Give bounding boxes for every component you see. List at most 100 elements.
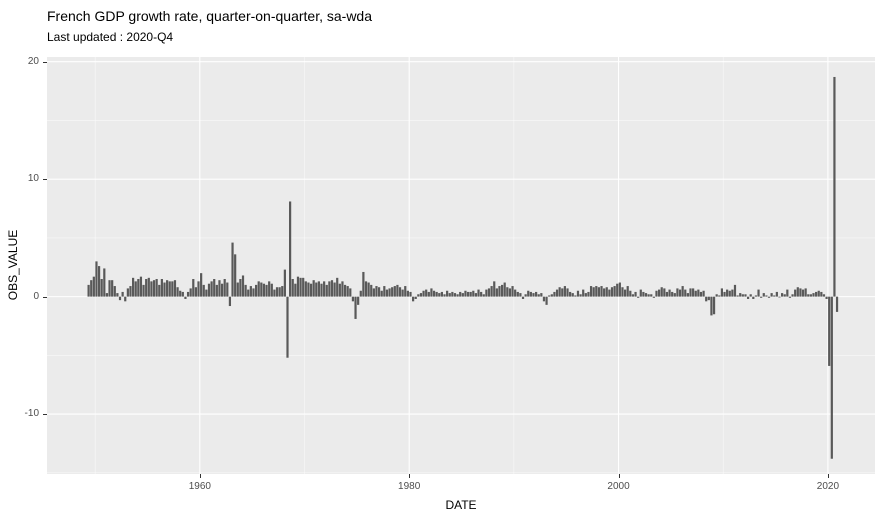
y-tick-mark: [43, 179, 47, 181]
bar-quarter: [650, 294, 653, 297]
bar-quarter: [111, 280, 114, 297]
bar-quarter: [733, 284, 737, 297]
bar-quarter: [561, 288, 564, 297]
bar-quarter: [453, 293, 457, 297]
bar-quarter: [273, 289, 276, 297]
bar-quarter: [676, 288, 679, 297]
bar-quarter: [260, 282, 263, 297]
bar-quarter: [783, 294, 786, 297]
bar-quarter: [678, 289, 682, 297]
bar-quarter: [616, 283, 619, 297]
bar-quarter: [241, 275, 245, 297]
bar-quarter: [385, 289, 389, 297]
bar-quarter: [781, 293, 784, 297]
x-tick-label: 1980: [398, 481, 421, 492]
bar-quarter: [152, 280, 156, 297]
bar-quarter: [521, 296, 525, 299]
bar-quarter: [302, 277, 305, 297]
bar-quarter: [807, 294, 810, 297]
bar-quarter: [430, 288, 433, 297]
bar-quarter: [835, 296, 839, 312]
bar-quarter: [540, 293, 543, 297]
bar-quarter: [100, 279, 103, 297]
bar-quarter: [357, 296, 360, 305]
bar-quarter: [197, 281, 200, 297]
bar-quarter: [548, 295, 551, 297]
bar-quarter: [684, 289, 687, 297]
bar-quarter: [249, 286, 252, 297]
bar-quarter: [401, 289, 404, 297]
bar-quarter: [741, 294, 744, 297]
bar-quarter: [508, 288, 512, 297]
y-tick-mark: [43, 414, 47, 416]
bar-quarter: [179, 290, 182, 297]
bar-quarter: [417, 294, 420, 297]
bar-quarter: [487, 288, 491, 297]
bar-quarter: [545, 296, 548, 305]
bar-quarter: [569, 291, 572, 297]
bar-quarter: [631, 294, 635, 297]
bar-quarter: [351, 296, 355, 302]
bar-quarter: [186, 291, 190, 297]
bar-quarter: [681, 286, 684, 297]
bar-quarter: [702, 290, 705, 297]
bar-quarter: [723, 291, 726, 297]
bar-quarter: [589, 286, 593, 297]
bar-quarter: [239, 279, 242, 297]
bar-quarter: [658, 289, 661, 297]
bar-quarter: [236, 282, 239, 297]
bar-quarter: [822, 294, 826, 297]
y-tick-label: 10: [27, 173, 39, 185]
bar-quarter: [367, 282, 370, 297]
bar-quarter: [749, 294, 752, 297]
bar-quarter: [477, 289, 480, 297]
bar-quarter: [608, 289, 611, 297]
chart-subtitle: Last updated : 2020-Q4: [47, 30, 174, 44]
bar-quarter: [514, 289, 517, 297]
bar-quarter: [786, 289, 789, 297]
bar-quarter: [173, 280, 177, 297]
x-axis-title: DATE: [445, 498, 477, 512]
bar-quarter: [171, 281, 174, 297]
bar-quarter: [566, 288, 569, 297]
bar-quarter: [529, 291, 532, 297]
bar-quarter: [124, 296, 127, 302]
bar-quarter: [726, 289, 729, 297]
bar-quarter: [464, 290, 467, 297]
bar-quarter: [563, 286, 566, 297]
bar-quarter: [257, 281, 260, 297]
bar-quarter: [338, 283, 341, 297]
bar-quarter: [647, 294, 650, 297]
bar-quarter: [333, 282, 336, 297]
bar-quarter: [485, 289, 488, 297]
bar-quarter: [605, 287, 608, 297]
bar-quarter: [262, 283, 266, 297]
bar-quarter: [815, 291, 818, 297]
bar-quarter: [828, 296, 831, 366]
bars-canvas: [47, 57, 875, 474]
bar-quarter: [155, 279, 158, 297]
bar-quarter: [270, 283, 273, 297]
bar-quarter: [692, 288, 695, 297]
bar-quarter: [728, 290, 731, 297]
bar-quarter: [380, 290, 383, 297]
bar-quarter: [584, 293, 587, 297]
bar-quarter: [519, 293, 522, 297]
bar-quarter: [286, 296, 289, 358]
bar-quarter: [129, 286, 132, 297]
bar-quarter: [446, 290, 449, 297]
bar-quarter: [555, 289, 559, 297]
bar-quarter: [626, 286, 629, 297]
bar-quarter: [383, 286, 386, 297]
bar-quarter: [281, 286, 284, 297]
bar-quarter: [754, 295, 758, 297]
bar-quarter: [474, 293, 478, 297]
bar-quarter: [618, 282, 621, 297]
bar-quarter: [116, 293, 119, 297]
x-tick-label: 2000: [607, 481, 630, 492]
bar-quarter: [503, 282, 506, 297]
bar-quarter: [315, 282, 318, 297]
bar-quarter: [309, 283, 313, 297]
bar-quarter: [372, 288, 375, 297]
